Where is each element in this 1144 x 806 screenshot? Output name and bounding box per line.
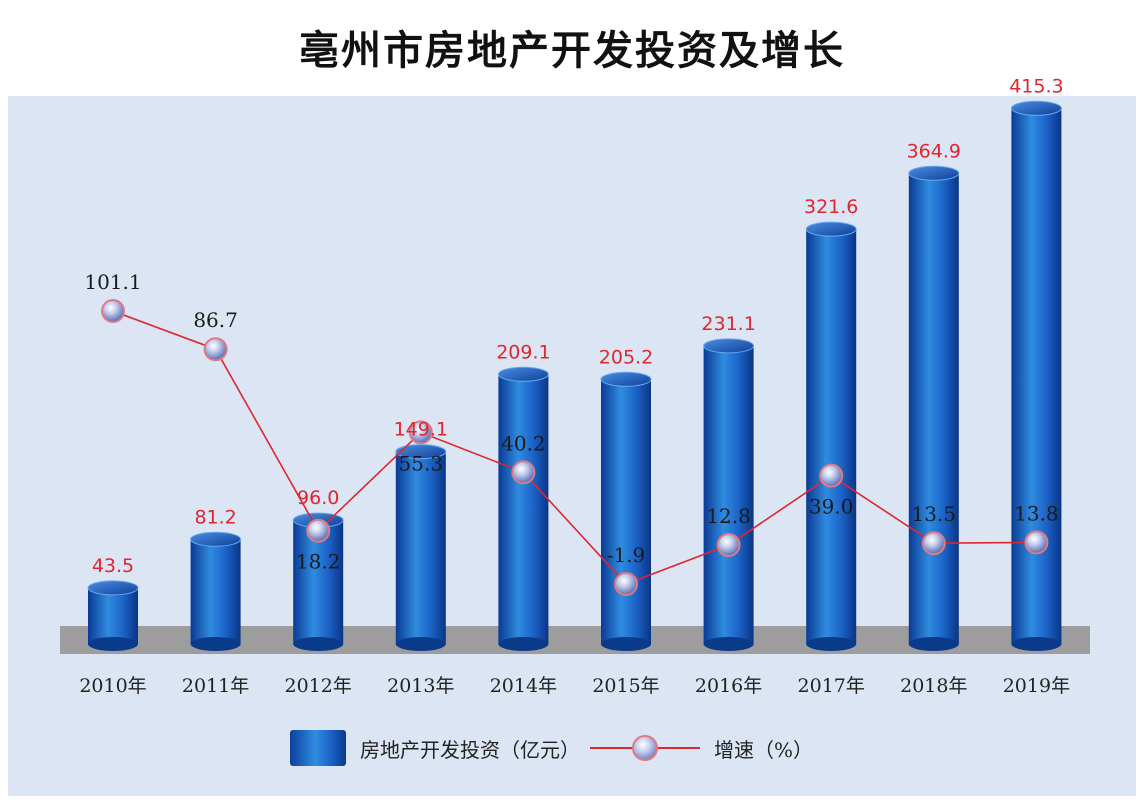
legend-marker-icon <box>632 735 658 761</box>
legend-line-label: 增速（%） <box>714 737 814 762</box>
growth-value-label: 18.2 <box>296 550 341 574</box>
growth-point <box>101 299 125 324</box>
growth-value-label: 13.5 <box>912 502 957 526</box>
legend: 房地产开发投资（亿元） 增速（%） <box>290 728 813 768</box>
growth-value-label: 39.0 <box>809 495 854 519</box>
growth-value-label: 55.3 <box>399 451 444 475</box>
bar-value-label: 231.1 <box>701 313 755 335</box>
bar-2017年 <box>805 221 857 651</box>
growth-point <box>306 518 331 543</box>
bar-value-label: 43.5 <box>92 555 134 577</box>
growth-point <box>716 533 741 558</box>
growth-value-label: 101.1 <box>84 270 141 294</box>
x-tick-label: 2014年 <box>490 675 557 697</box>
bar-value-label: 321.6 <box>804 196 858 218</box>
bar-value-label: 81.2 <box>194 506 236 528</box>
bar-2019年 <box>1010 100 1062 651</box>
growth-line <box>112 310 1037 585</box>
bar-2010年 <box>87 580 139 651</box>
growth-value-label: 86.7 <box>193 308 238 332</box>
bar-2016年 <box>703 338 755 651</box>
growth-line-series <box>101 299 1049 596</box>
bar-2012年 <box>292 512 344 651</box>
growth-value-label: 13.8 <box>1014 501 1059 525</box>
bar-value-labels: 43.5 81.2 96.0 149.1 209.1 205.2 231.1 321.6 364… <box>92 75 1064 577</box>
growth-value-label: 40.2 <box>501 431 546 455</box>
chart-title: 亳州市房地产开发投资及增长 <box>299 28 845 74</box>
bar-2014年 <box>497 366 549 651</box>
bar-value-label: 209.1 <box>496 341 550 363</box>
x-tick-label: 2013年 <box>387 675 454 697</box>
bar-value-label: 96.0 <box>297 487 339 509</box>
growth-value-label: 12.8 <box>706 504 751 528</box>
bar-value-label: 415.3 <box>1009 75 1063 97</box>
growth-point <box>921 531 946 556</box>
growth-point <box>203 337 228 362</box>
x-tick-label: 2019年 <box>1003 675 1070 697</box>
bar-2018年 <box>908 165 960 651</box>
x-tick-label: 2017年 <box>798 675 865 697</box>
growth-point <box>511 460 536 485</box>
bar-2011年 <box>190 531 242 651</box>
x-tick-label: 2010年 <box>79 675 146 697</box>
legend-bar-label: 房地产开发投资（亿元） <box>360 737 580 762</box>
x-tick-label: 2018年 <box>900 675 967 697</box>
bar-value-label: 149.1 <box>394 419 448 441</box>
bar-2015年 <box>600 371 652 651</box>
bar-series <box>87 100 1062 651</box>
bar-value-label: 205.2 <box>599 346 653 368</box>
x-axis-tick-labels: 2010年 2011年 2012年 2013年 2014年 2015年 2016年 2017年… <box>79 675 1070 697</box>
growth-point <box>1024 530 1049 555</box>
x-tick-label: 2012年 <box>285 675 352 697</box>
x-tick-label: 2015年 <box>592 675 659 697</box>
legend-bar-swatch <box>290 730 346 766</box>
bar-2013年 <box>395 444 447 651</box>
bar-value-label: 364.9 <box>907 140 961 162</box>
x-tick-label: 2011年 <box>182 675 249 697</box>
growth-point <box>819 463 844 488</box>
growth-value-label: -1.9 <box>607 543 646 567</box>
x-tick-label: 2016年 <box>695 675 762 697</box>
growth-point <box>408 420 433 445</box>
growth-point <box>614 572 638 596</box>
growth-value-labels: 101.1 86.7 18.2 55.3 40.2 -1.9 12.8 39.0 13.5 13.… <box>84 270 1058 574</box>
legend-line-swatch <box>590 730 700 766</box>
